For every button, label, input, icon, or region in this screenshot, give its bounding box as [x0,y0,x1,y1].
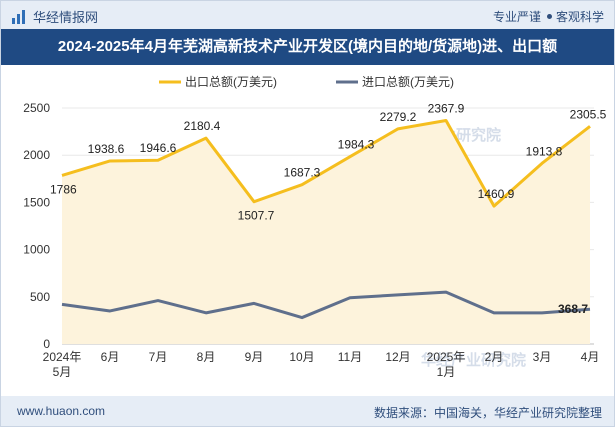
export-series-line [61,118,591,208]
x-tick-line: 2025年 [427,350,466,364]
x-tick-label: 9月 [245,350,264,364]
x-tick-label: 8月 [197,350,216,364]
footer: www.huaon.com 数据来源：中国海关，华经产业研究院整理 [1,396,614,426]
x-tick-label: 2024年 5月 [43,350,82,379]
x-tick-line: 7月 [149,350,168,364]
legend-export-label: 出口总额(万美元) [185,75,277,89]
y-tick-label: 1500 [23,195,50,209]
y-tick-label: 2500 [23,101,50,115]
export-data-label: 1507.7 [238,209,275,223]
x-tick-label: 11月 [338,350,362,364]
top-bar: 华经情报网 专业严谨 客观科学 [1,1,614,29]
export-data-label: 1984.3 [338,138,375,152]
tagline-right: 客观科学 [555,10,604,24]
brand: 华经情报网 [11,7,98,26]
x-tick-line: 2024年 [43,350,82,364]
import-series-line [61,290,591,320]
y-tick-label: 0 [43,337,50,351]
export-data-label: 1946.6 [140,141,177,155]
x-tick-line: 10月 [289,350,314,364]
chart-legend: 出口总额(万美元) 进口总额(万美元) [159,75,454,89]
brand-logo-icon [12,9,25,24]
y-tick-label: 2000 [23,148,50,162]
chart-title: 2024-2025年4月年芜湖高新技术产业开发区(境内目的地/货源地)进、出口额 [1,29,614,65]
export-data-label: 1938.6 [88,142,125,156]
export-data-label: 2279.2 [380,110,417,124]
export-data-label: 1786 [50,182,77,196]
legend-import-label: 进口总额(万美元) [362,75,454,89]
data-labels: 1786 1938.6 1946.6 2180.4 1507.7 1687.3 1984.3… [50,101,607,316]
x-tick-line: 2月 [485,350,504,364]
x-tick-line: 3月 [533,350,552,364]
import-data-label: 368.7 [558,302,588,316]
tagline: 专业严谨 客观科学 [493,8,604,25]
export-data-label: 2180.4 [184,119,221,133]
export-data-label: 2305.5 [570,107,607,121]
y-tick-label: 1000 [23,243,50,257]
x-tick-label: 7月 [149,350,168,364]
export-area-fill [62,120,590,344]
footer-site: www.huaon.com [17,404,106,418]
line-chart: 华经产业研究院华经产业研究院华经产业研究院www.huaon.com 出口总额(… [23,75,607,379]
y-tick-label: 500 [30,290,50,304]
export-data-label: 1687.3 [284,166,321,180]
series-lines [61,118,591,320]
x-tick-line: 9月 [245,350,264,364]
x-tick-line: 6月 [101,350,120,364]
axis-ticks: 0 500 1000 1500 2000 2500 2024年 5月 6月 7月 8月 9月 10月 11… [23,101,599,379]
x-tick-line: 11月 [338,350,362,364]
x-tick-label: 10月 [289,350,314,364]
brand-name: 华经情报网 [33,10,99,25]
x-tick-label: 2月 [485,350,504,364]
export-data-label: 1913.8 [526,144,563,158]
x-tick-line: 12月 [385,350,410,364]
x-tick-label: 4月 [581,350,600,364]
export-area [62,120,590,344]
x-tick-label: 3月 [533,350,552,364]
export-data-label: 1460.9 [478,187,515,201]
x-tick-label: 6月 [101,350,120,364]
export-data-label: 2367.9 [428,101,465,115]
x-tick-label: 12月 [385,350,410,364]
footer-source: 数据来源：中国海关，华经产业研究院整理 [373,406,602,420]
x-tick-label: 2025年 1月 [427,350,466,379]
tagline-dot-icon [546,14,552,20]
x-tick-line: 1月 [437,365,456,379]
watermark-text: 华经产业研究院 [421,351,526,369]
x-tick-line: 8月 [197,350,216,364]
x-tick-line: 4月 [581,350,600,364]
x-tick-line: 5月 [53,365,72,379]
tagline-left: 专业严谨 [492,10,541,24]
